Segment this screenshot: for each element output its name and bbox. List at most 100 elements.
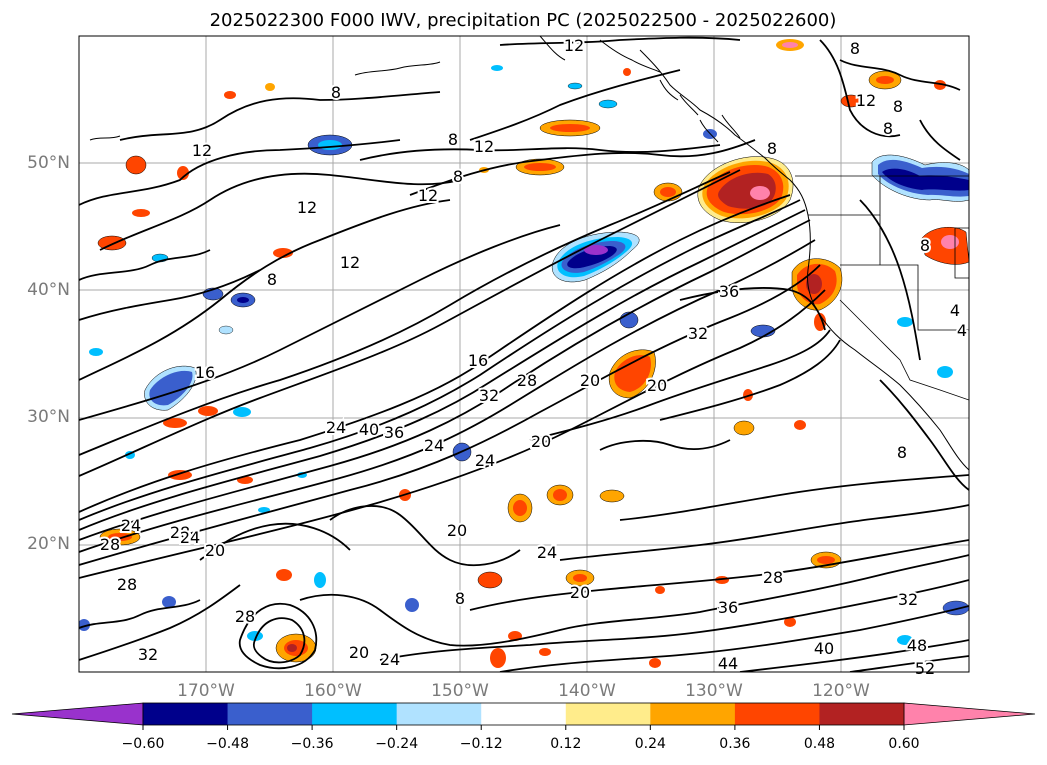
iwv-contour-label: 12 <box>192 141 212 160</box>
iwv-contour-label: 28 <box>517 371 537 390</box>
lat-label: 40°N <box>27 280 70 300</box>
iwv-contour-label: 32 <box>688 324 708 343</box>
iwv-contour-label: 24 <box>121 516 141 535</box>
colorbar-tick-label: −0.24 <box>375 736 418 752</box>
iwv-contour-label: 48 <box>907 636 927 655</box>
latitude-labels: 20°N 30°N 40°N 50°N <box>27 153 70 554</box>
iwv-contour-label: 20 <box>531 432 551 451</box>
iwv-contour-label: 8 <box>920 236 930 255</box>
iwv-contour-label: 36 <box>384 423 404 442</box>
iwv-contour-label: 20 <box>349 643 369 662</box>
longitude-labels: 170°W 160°W 150°W 140°W 130°W 120°W <box>177 681 870 701</box>
precipitation-field <box>79 39 969 668</box>
colorbar-segment <box>481 703 567 725</box>
colorbar-segment <box>565 703 651 725</box>
iwv-contour-label: 16 <box>468 351 488 370</box>
colorbar-tick-label: 0.60 <box>888 736 919 752</box>
colorbar-segment <box>819 703 905 725</box>
iwv-contour-label: 8 <box>453 167 463 186</box>
iwv-contour-label: 8 <box>893 97 903 116</box>
iwv-contour-label: 8 <box>331 83 341 102</box>
iwv-contour-label: 28 <box>235 607 255 626</box>
iwv-contour-label: 8 <box>267 270 277 289</box>
colorbar-tick-label: −0.36 <box>291 736 334 752</box>
colorbar-tick-label: −0.48 <box>206 736 249 752</box>
lat-label: 20°N <box>27 534 70 554</box>
iwv-contour-label: 20 <box>447 521 467 540</box>
colorbar-tick-label: 0.36 <box>719 736 750 752</box>
iwv-contour-label: 12 <box>564 36 584 55</box>
lon-label: 140°W <box>558 681 616 701</box>
colorbar-tick-label: 0.48 <box>804 736 835 752</box>
iwv-contour-label: 8 <box>448 130 458 149</box>
iwv-contour-label: 28 <box>170 523 190 542</box>
iwv-contour-label: 4 <box>957 321 967 340</box>
colorbar-segment <box>227 703 313 725</box>
lon-label: 160°W <box>304 681 362 701</box>
iwv-contour-label: 24 <box>180 528 200 547</box>
lon-label: 170°W <box>177 681 235 701</box>
colorbar-tick-label: 0.24 <box>635 736 666 752</box>
lon-label: 120°W <box>812 681 870 701</box>
colorbar-segment <box>143 703 229 725</box>
map-background <box>79 36 969 672</box>
lon-label: 130°W <box>685 681 743 701</box>
iwv-contour-label: 8 <box>850 39 860 58</box>
lon-label: 150°W <box>431 681 489 701</box>
iwv-contour-label: 20 <box>580 371 600 390</box>
colorbar-segment <box>650 703 736 725</box>
lat-label: 50°N <box>27 153 70 173</box>
political-borders <box>795 175 969 401</box>
iwv-contour-label: 20 <box>205 541 225 560</box>
precip-negative-blob <box>551 231 640 283</box>
iwv-contour-label: 4 <box>950 301 960 320</box>
colorbar-extend-max <box>903 702 1036 726</box>
map-frame <box>78 35 970 673</box>
iwv-contour-label: 24 <box>326 418 346 437</box>
iwv-contour-label: 36 <box>719 282 739 301</box>
iwv-contour-label: 12 <box>418 186 438 205</box>
iwv-contour-label: 20 <box>647 376 667 395</box>
iwv-contour-label: 28 <box>763 568 783 587</box>
iwv-contour-label: 12 <box>856 91 876 110</box>
colorbar: −0.60 −0.48 −0.36 −0.24 −0.12 0.12 0.24 0.36 0.4… <box>11 702 1036 752</box>
iwv-contours <box>79 36 969 672</box>
iwv-contour-label: 24 <box>537 543 557 562</box>
iwv-contour-label: 8 <box>455 589 465 608</box>
colorbar-extend-min <box>11 702 144 726</box>
precip-negative-blob-ne <box>871 154 969 202</box>
colorbar-segment <box>734 703 820 725</box>
iwv-contour-label: 52 <box>915 659 935 678</box>
lat-label: 30°N <box>27 407 70 427</box>
iwv-contour-label: 32 <box>898 590 918 609</box>
iwv-contour-label: 28 <box>117 575 137 594</box>
iwv-contour-label: 12 <box>340 253 360 272</box>
iwv-contour-label: 24 <box>380 650 400 669</box>
colorbar-tick-label: 0.12 <box>550 736 581 752</box>
iwv-contour-label: 20 <box>570 583 590 602</box>
iwv-contour-label: 40 <box>359 420 379 439</box>
iwv-contour-label: 28 <box>100 535 120 554</box>
iwv-contour-label: 8 <box>883 119 893 138</box>
iwv-contour-label: 32 <box>479 386 499 405</box>
colorbar-segment <box>396 703 482 725</box>
colorbar-tick-label: −0.60 <box>122 736 165 752</box>
iwv-contour-label: 8 <box>767 139 777 158</box>
iwv-contour-label: 16 <box>195 363 215 382</box>
iwv-contour-label: 36 <box>718 598 738 617</box>
iwv-contour-label: 12 <box>297 198 317 217</box>
iwv-contour-label: 8 <box>897 443 907 462</box>
iwv-contour-label: 24 <box>424 436 444 455</box>
iwv-contour-label: 12 <box>474 137 494 156</box>
iwv-contour-label: 44 <box>718 654 738 673</box>
iwv-contour-label: 40 <box>814 639 834 658</box>
colorbar-tick-label: −0.12 <box>460 736 503 752</box>
iwv-contour-label: 32 <box>138 645 158 664</box>
precip-positive-blob-ne <box>921 226 969 265</box>
colorbar-segment <box>312 703 398 725</box>
precip-positive-blob-mid <box>608 349 656 399</box>
figure-title: 2025022300 F000 IWV, precipitation PC (2… <box>210 10 837 31</box>
